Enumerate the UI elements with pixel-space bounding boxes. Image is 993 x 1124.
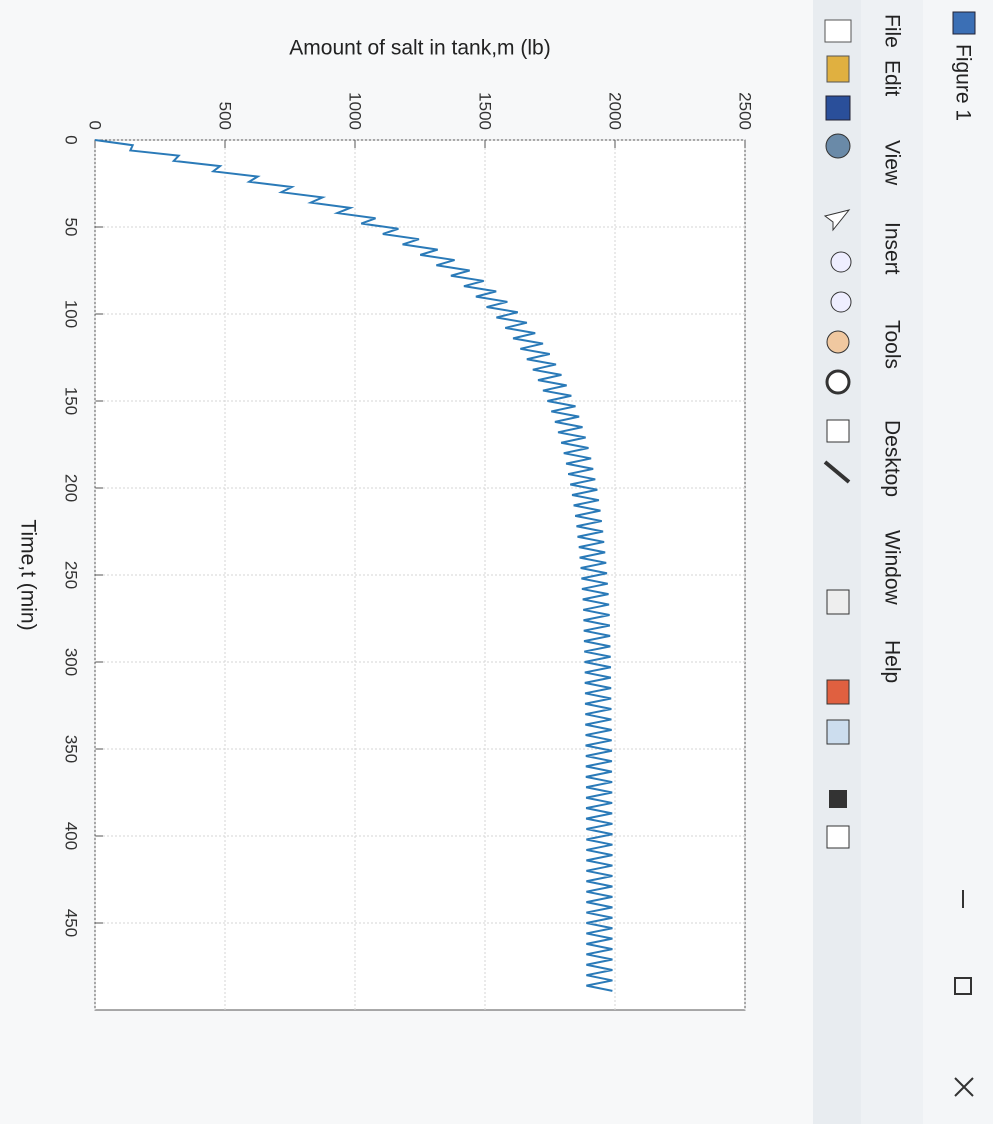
rotate-icon[interactable] xyxy=(827,371,849,393)
zoom-in-icon[interactable] xyxy=(831,252,851,272)
x-tick-label: 150 xyxy=(62,387,81,415)
show-tools-icon[interactable] xyxy=(827,826,849,848)
x-axis-label: Time,t (min) xyxy=(17,519,40,630)
window-title: Figure 1 xyxy=(952,44,975,121)
x-tick-label: 250 xyxy=(62,561,81,589)
figure-window: Figure 1 File Edit View Insert Tools Desktop W… xyxy=(0,0,993,1124)
y-tick-label: 2000 xyxy=(606,92,625,130)
page: {"window": {"title": "Figure 1"}, "menu"… xyxy=(0,0,993,1124)
hide-tools-icon[interactable] xyxy=(829,790,847,808)
y-tick-label: 1500 xyxy=(476,92,495,130)
menu-item[interactable]: Help xyxy=(881,640,904,683)
colorbar-icon[interactable] xyxy=(827,680,849,704)
y-tick-label: 1000 xyxy=(346,92,365,130)
x-tick-label: 400 xyxy=(62,822,81,850)
title-bar xyxy=(923,0,993,1124)
x-tick-label: 200 xyxy=(62,474,81,502)
x-tick-label: 50 xyxy=(62,218,81,237)
save-icon[interactable] xyxy=(826,96,850,120)
menu-item[interactable]: File xyxy=(881,14,904,48)
app-icon xyxy=(953,12,975,34)
pan-icon[interactable] xyxy=(827,331,849,353)
x-tick-label: 450 xyxy=(62,909,81,937)
print-icon[interactable] xyxy=(826,134,850,158)
x-tick-label: 350 xyxy=(62,735,81,763)
x-tick-label: 300 xyxy=(62,648,81,676)
y-axis-label: Amount of salt in tank,m (lb) xyxy=(289,37,550,60)
legend-icon[interactable] xyxy=(827,720,849,744)
x-tick-label: 100 xyxy=(62,300,81,328)
new-icon[interactable] xyxy=(825,20,851,42)
toolbar xyxy=(813,0,861,1124)
menu-item[interactable]: Window xyxy=(881,530,904,606)
toolbar-icons xyxy=(825,20,851,848)
menu-item[interactable]: View xyxy=(881,140,904,186)
link-icon[interactable] xyxy=(827,590,849,614)
menu-item[interactable]: Tools xyxy=(881,320,904,369)
y-tick-label: 0 xyxy=(86,121,105,130)
figure: Figure 1 File Edit View Insert Tools Desktop W… xyxy=(0,0,993,1124)
zoom-out-icon[interactable] xyxy=(831,292,851,312)
y-tick-label: 500 xyxy=(216,102,235,130)
menu-item[interactable]: Edit xyxy=(881,60,904,96)
menu-item[interactable]: Desktop xyxy=(881,420,904,497)
datacursor-icon[interactable] xyxy=(827,420,849,442)
y-tick-label: 2500 xyxy=(736,92,755,130)
menu-item[interactable]: Insert xyxy=(881,222,904,275)
x-tick-label: 0 xyxy=(62,135,81,144)
open-icon[interactable] xyxy=(827,56,849,82)
